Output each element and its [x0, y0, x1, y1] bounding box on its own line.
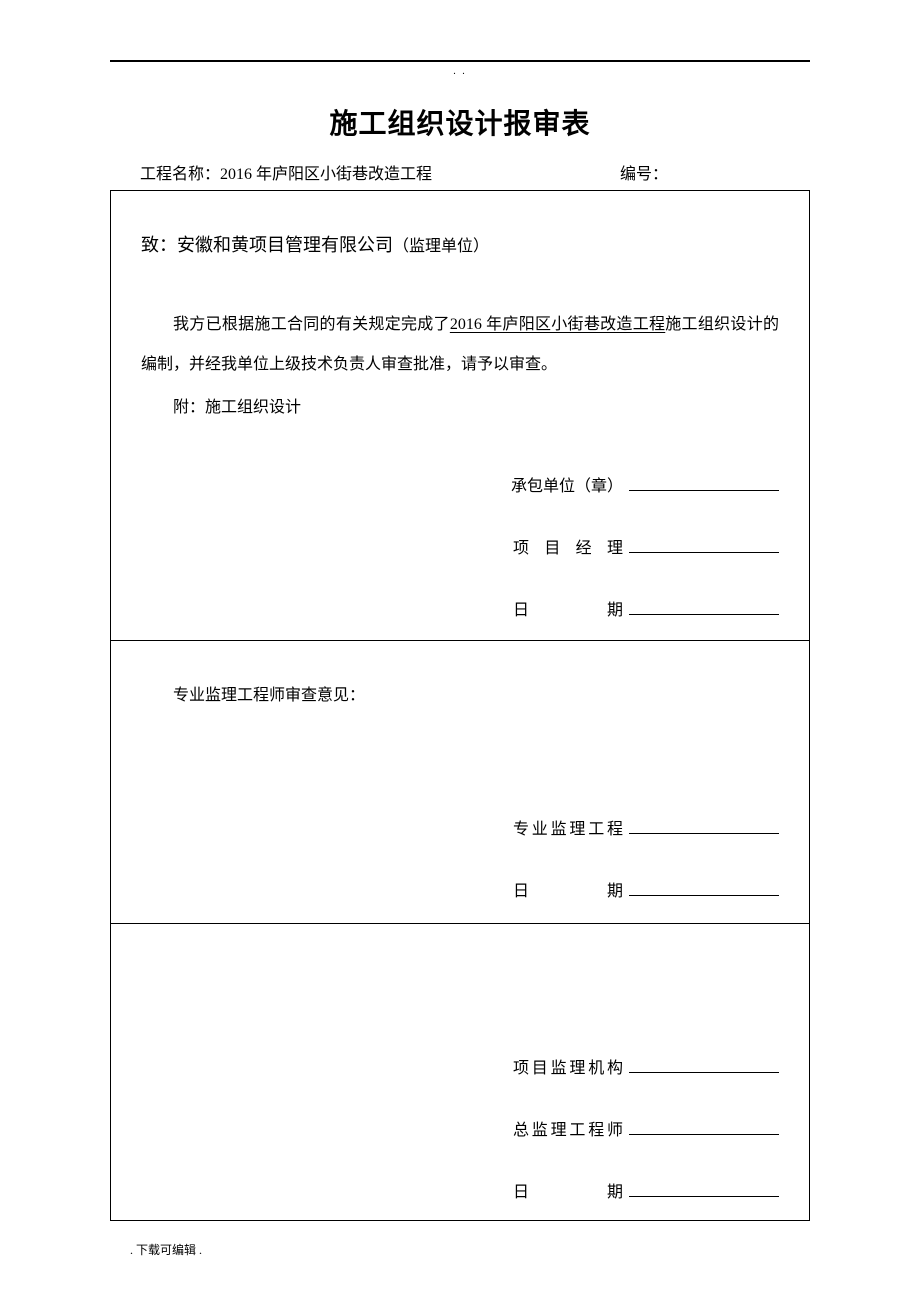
body-underlined-project: 2016 年庐阳区小街巷改造工程: [450, 316, 665, 333]
sig-contractor-line: [629, 490, 779, 491]
sig-pm-row: 项 目 经 理: [141, 534, 779, 558]
sig-date-line-1: [629, 614, 779, 615]
sig-date-row-2: 日 期: [141, 877, 779, 901]
page: . . 施工组织设计报审表 工程名称：2016 年庐阳区小街巷改造工程 编号： …: [0, 0, 920, 1288]
sig-org-line: [629, 1072, 779, 1073]
signature-block-3: 项目监理机构 总监理工程师 日 期: [141, 1054, 779, 1202]
recipient-line: 致：安徽和黄项目管理有限公司（监理单位）: [141, 231, 779, 257]
sig-chief-row: 总监理工程师: [141, 1116, 779, 1140]
sig-org-row: 项目监理机构: [141, 1054, 779, 1078]
form-number: 编号：: [620, 160, 780, 184]
sig-contractor-label: 承包单位（章）: [511, 472, 623, 496]
project-value: 2016 年庐阳区小街巷改造工程: [220, 166, 432, 183]
body-before: 我方已根据施工合同的有关规定完成了: [173, 316, 450, 333]
signature-block-2: 专业监理工程 日 期: [141, 815, 779, 901]
sig-pm-label: 项 目 经 理: [513, 534, 623, 558]
footer-note: . 下载可编辑 .: [110, 1241, 810, 1258]
sig-chief-label: 总监理工程师: [513, 1116, 623, 1140]
document-title: 施工组织设计报审表: [110, 102, 810, 142]
sig-date-line-3: [629, 1196, 779, 1197]
top-rule: [110, 60, 810, 62]
sig-date-label-2: 日 期: [513, 877, 623, 901]
recipient-name: 安徽和黄项目管理有限公司: [177, 235, 393, 255]
sig-engineer-row: 专业监理工程: [141, 815, 779, 839]
sig-engineer-label: 专业监理工程: [513, 815, 623, 839]
section-3-spacer: [141, 954, 779, 1054]
sig-date-label-1: 日 期: [513, 596, 623, 620]
sig-date-row-3: 日 期: [141, 1178, 779, 1202]
to-prefix: 致：: [141, 235, 177, 255]
sig-date-label-3: 日 期: [513, 1178, 623, 1202]
project-name: 工程名称：2016 年庐阳区小街巷改造工程: [140, 160, 620, 184]
signature-block-1: 承包单位（章） 项 目 经 理 日 期: [141, 472, 779, 620]
sig-engineer-line: [629, 833, 779, 834]
attachment-line: 附：施工组织设计: [141, 393, 779, 417]
review-title: 专业监理工程师审查意见：: [141, 681, 779, 705]
meta-row: 工程名称：2016 年庐阳区小街巷改造工程 编号：: [110, 160, 810, 184]
unit-type: （监理单位）: [393, 238, 489, 255]
section-submission: 致：安徽和黄项目管理有限公司（监理单位） 我方已根据施工合同的有关规定完成了20…: [111, 191, 809, 641]
form-table: 致：安徽和黄项目管理有限公司（监理单位） 我方已根据施工合同的有关规定完成了20…: [110, 190, 810, 1221]
section-review: 专业监理工程师审查意见： 专业监理工程 日 期: [111, 641, 809, 924]
sig-org-label: 项目监理机构: [513, 1054, 623, 1078]
sig-date-line-2: [629, 895, 779, 896]
body-paragraph: 我方已根据施工合同的有关规定完成了2016 年庐阳区小街巷改造工程施工组织设计的…: [141, 305, 779, 385]
section-approval: 项目监理机构 总监理工程师 日 期: [111, 924, 809, 1220]
sig-contractor-row: 承包单位（章）: [141, 472, 779, 496]
sig-date-row-1: 日 期: [141, 596, 779, 620]
project-label: 工程名称：: [140, 166, 220, 183]
header-dots: . .: [110, 66, 810, 77]
sig-chief-line: [629, 1134, 779, 1135]
sig-pm-line: [629, 552, 779, 553]
